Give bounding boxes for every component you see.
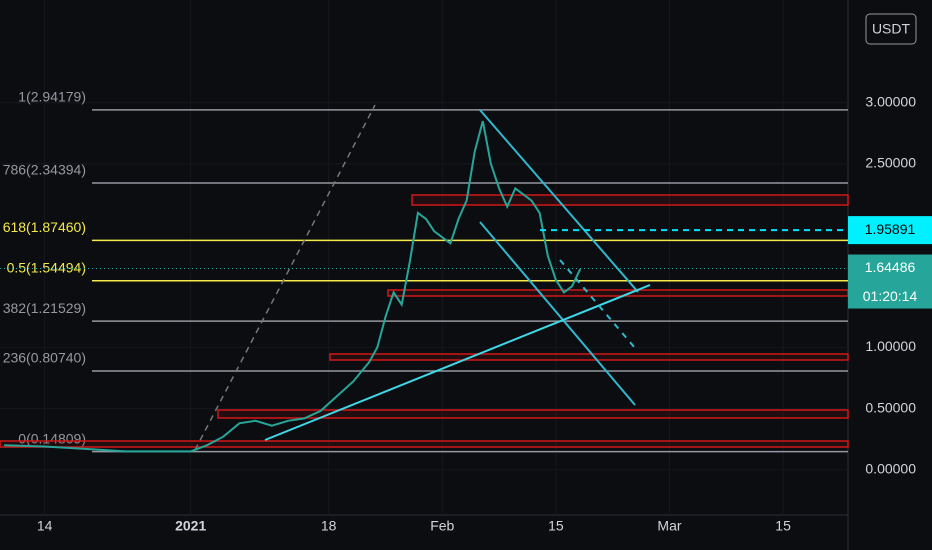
x-tick-label: 18 <box>321 518 337 534</box>
x-tick-label: 15 <box>775 518 791 534</box>
x-tick-label: Mar <box>657 518 681 534</box>
y-tick-label: 2.50000 <box>865 155 916 171</box>
fib-label: 1(2.94179) <box>18 89 86 105</box>
axes: 0.00000 0.50000 1.00000 2.50000 3.00000 14 202… <box>37 93 932 534</box>
alert-tag-label: 1.95891 <box>865 221 916 237</box>
price-line <box>4 120 582 453</box>
zone <box>329 353 849 361</box>
fib-label: 382(1.21529) <box>3 300 86 316</box>
x-tick-label: Feb <box>430 518 454 534</box>
zone <box>0 440 849 448</box>
zone <box>217 409 849 419</box>
x-tick-label: 2021 <box>175 518 206 534</box>
fib-label: 786(2.34394) <box>3 162 86 178</box>
support-line <box>264 284 651 441</box>
zone <box>411 194 849 206</box>
grid <box>0 0 848 515</box>
y-tick-label: 1.00000 <box>865 338 916 354</box>
y-tick-label: 3.00000 <box>865 93 916 109</box>
currency-label[interactable]: USDT <box>872 21 911 37</box>
currency-button[interactable] <box>865 13 917 45</box>
last-price-tag <box>848 254 932 309</box>
fib-label: 0(0.14809) <box>18 430 86 446</box>
fib-retracement: 1(2.94179) 786(2.34394) 618(1.87460) 0.5(1.… <box>3 89 848 453</box>
y-tick-label: 0.50000 <box>865 399 916 415</box>
price-plot <box>0 120 848 453</box>
trend-line <box>194 104 376 451</box>
zone <box>387 289 849 297</box>
drawings <box>0 104 849 451</box>
y-tick-label: 0.00000 <box>865 460 916 476</box>
channel-line <box>479 221 636 406</box>
x-tick-label: 14 <box>37 518 53 534</box>
x-tick-label: 15 <box>548 518 564 534</box>
fib-label: 618(1.87460) <box>3 219 86 235</box>
fib-label: 236(0.80740) <box>3 350 86 366</box>
fib-label: 0.5(1.54494) <box>7 259 86 275</box>
channel-line <box>479 109 639 293</box>
projection-line <box>559 259 636 349</box>
last-price-label: 1.64486 <box>865 259 916 275</box>
alert-tag <box>848 216 932 245</box>
countdown-label: 01:20:14 <box>863 288 918 304</box>
